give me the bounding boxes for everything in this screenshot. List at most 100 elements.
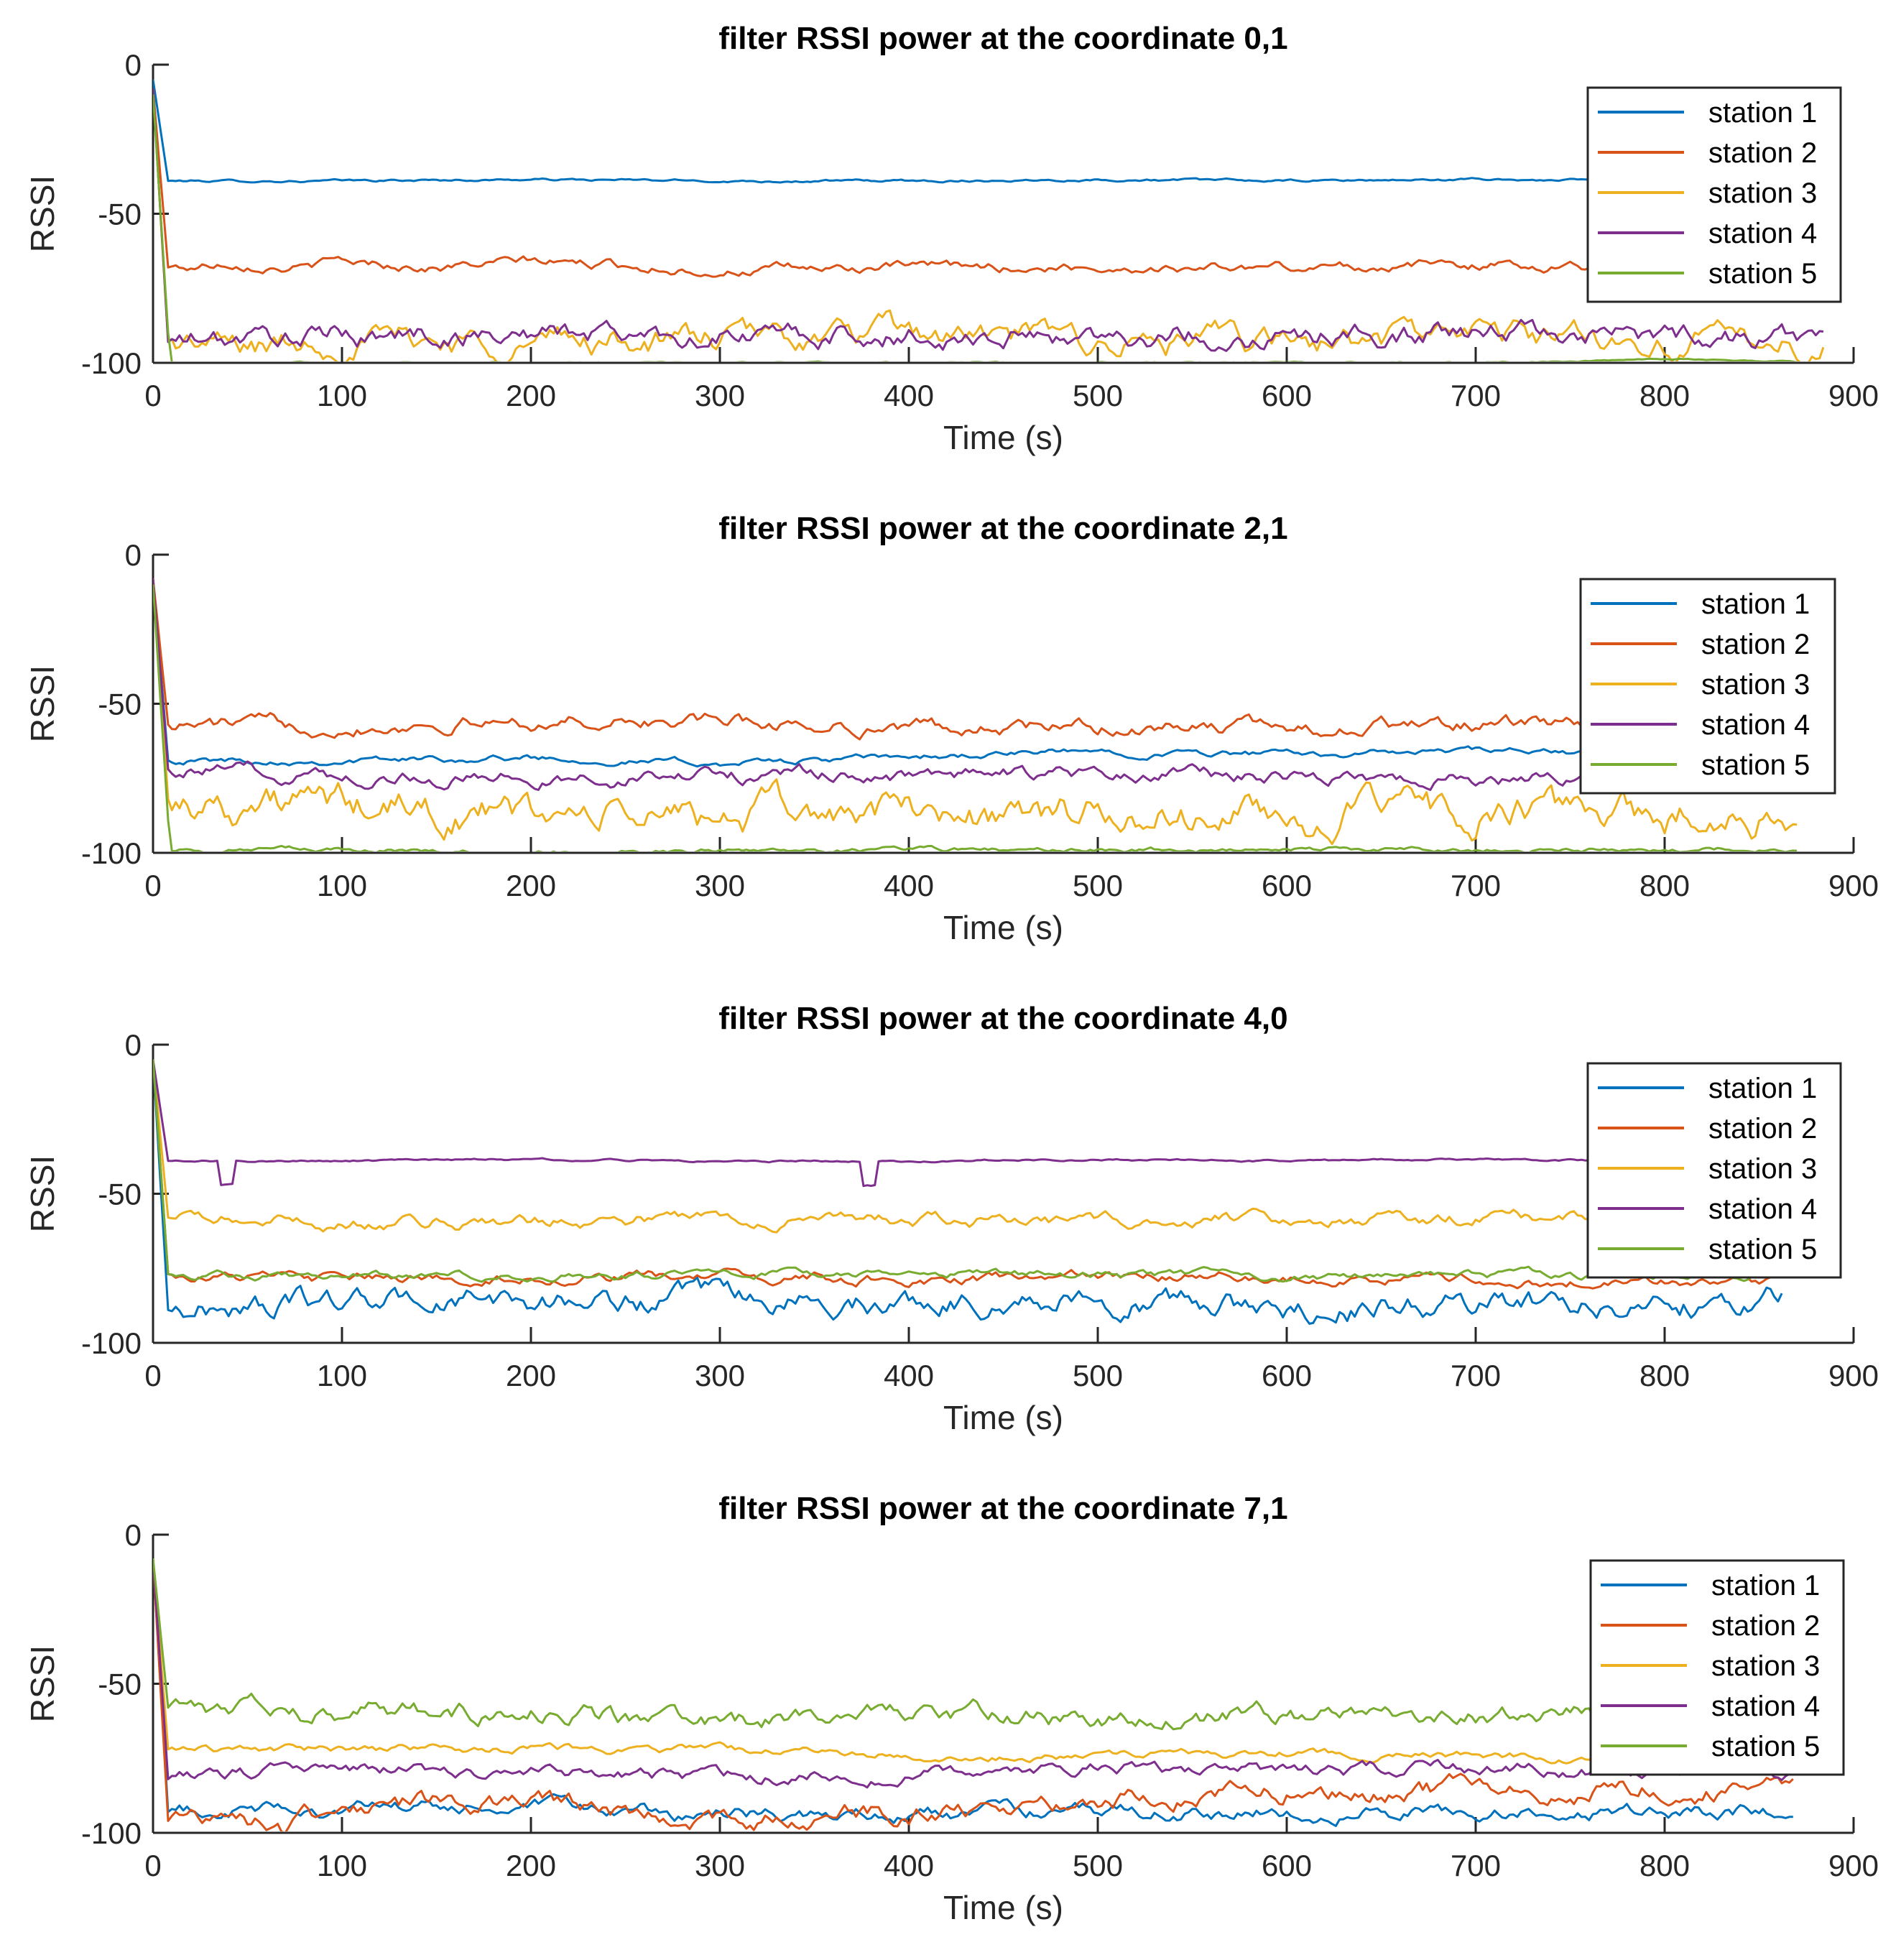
legend: station 1 station 2 station 3 station 4 stat… xyxy=(1586,86,1842,303)
x-tick-label: 200 xyxy=(506,1849,556,1882)
legend-label-station-1: station 1 xyxy=(1708,97,1817,129)
y-axis-label: RSSI xyxy=(24,175,61,252)
legend-label-station-5: station 5 xyxy=(1711,1731,1820,1762)
y-tick-label: 0 xyxy=(125,1028,142,1062)
x-axis-label: Time (s) xyxy=(943,1889,1063,1926)
chart-title: filter RSSI power at the coordinate 0,1 xyxy=(718,21,1287,56)
legend-box xyxy=(1586,86,1842,303)
legend-label-station-3: station 3 xyxy=(1708,1153,1817,1185)
x-tick-label: 500 xyxy=(1073,1849,1123,1882)
legend-box xyxy=(1579,578,1836,795)
plot-area xyxy=(153,1059,1783,1325)
x-tick-label: 700 xyxy=(1451,379,1501,412)
legend: station 1 station 2 station 3 station 4 stat… xyxy=(1579,578,1836,795)
x-tick-label: 900 xyxy=(1828,379,1879,412)
series-line-station-2 xyxy=(153,578,1798,741)
x-tick-label: 800 xyxy=(1639,379,1690,412)
chart-panel-4: filter RSSI power at the coordinate 7,1 0… xyxy=(24,1491,1879,1926)
x-tick-label: 500 xyxy=(1073,869,1123,902)
x-tick-label: 600 xyxy=(1262,1359,1312,1392)
legend-label-station-3: station 3 xyxy=(1711,1650,1820,1682)
x-tick-label: 900 xyxy=(1828,1849,1879,1882)
series-line-station-2 xyxy=(153,1558,1794,1831)
series-line-station-1 xyxy=(153,578,1798,768)
x-tick-label: 700 xyxy=(1451,1849,1501,1882)
legend-box xyxy=(1586,1062,1842,1279)
x-tick-label: 300 xyxy=(695,1849,745,1882)
x-tick-label: 600 xyxy=(1262,869,1312,902)
x-tick-label: 200 xyxy=(506,1359,556,1392)
legend-label-station-4: station 4 xyxy=(1701,709,1810,741)
y-tick-label: 0 xyxy=(125,1518,142,1552)
legend-label-station-5: station 5 xyxy=(1701,749,1810,781)
legend-label-station-1: station 1 xyxy=(1711,1570,1820,1601)
legend-label-station-2: station 2 xyxy=(1708,1113,1817,1145)
y-axis-label: RSSI xyxy=(24,1155,61,1232)
series-line-station-1 xyxy=(153,1558,1793,1827)
x-tick-label: 0 xyxy=(144,869,161,902)
x-tick-label: 800 xyxy=(1639,1849,1690,1882)
x-tick-label: 300 xyxy=(695,379,745,412)
series-line-station-4 xyxy=(153,88,1824,352)
y-tick-label: -50 xyxy=(98,688,142,721)
x-tick-label: 0 xyxy=(144,1359,161,1392)
x-tick-label: 400 xyxy=(884,1849,934,1882)
x-tick-label: 400 xyxy=(884,869,934,902)
series-line-station-2 xyxy=(153,88,1823,278)
x-tick-label: 400 xyxy=(884,1359,934,1392)
y-tick-label: 0 xyxy=(125,48,142,82)
legend: station 1 station 2 station 3 station 4 stat… xyxy=(1586,1062,1842,1279)
x-axis-label: Time (s) xyxy=(943,1399,1063,1436)
legend-label-station-4: station 4 xyxy=(1708,1193,1817,1225)
y-tick-label: -100 xyxy=(81,1816,142,1850)
series-line-station-3 xyxy=(153,1558,1793,1768)
x-tick-label: 800 xyxy=(1639,869,1690,902)
legend-label-station-2: station 2 xyxy=(1711,1610,1820,1642)
y-tick-label: -50 xyxy=(98,1178,142,1211)
legend: station 1 station 2 station 3 station 4 stat… xyxy=(1589,1559,1845,1776)
x-tick-label: 200 xyxy=(506,379,556,412)
legend-label-station-3: station 3 xyxy=(1701,669,1810,701)
x-tick-label: 400 xyxy=(884,379,934,412)
y-tick-label: -50 xyxy=(98,198,142,231)
x-tick-label: 100 xyxy=(317,1849,367,1882)
series-line-station-4 xyxy=(153,1059,1782,1188)
x-axis-label: Time (s) xyxy=(943,909,1063,946)
x-tick-label: 600 xyxy=(1262,1849,1312,1882)
series-line-station-2 xyxy=(153,1059,1782,1290)
chart-panel-2: filter RSSI power at the coordinate 2,1 0… xyxy=(24,511,1879,946)
series-line-station-4 xyxy=(153,1558,1794,1789)
legend-label-station-5: station 5 xyxy=(1708,1234,1817,1265)
x-tick-label: 0 xyxy=(144,1849,161,1882)
series-line-station-1 xyxy=(153,1059,1783,1325)
chart-title: filter RSSI power at the coordinate 2,1 xyxy=(718,511,1287,546)
series-line-station-5 xyxy=(153,584,1798,851)
legend-label-station-5: station 5 xyxy=(1708,258,1817,290)
x-tick-label: 0 xyxy=(144,379,161,412)
x-tick-label: 200 xyxy=(506,869,556,902)
legend-label-station-2: station 2 xyxy=(1701,629,1810,660)
x-tick-label: 100 xyxy=(317,869,367,902)
legend-label-station-4: station 4 xyxy=(1711,1691,1820,1722)
series-line-station-3 xyxy=(153,88,1825,361)
plot-area xyxy=(153,79,1825,361)
series-line-station-1 xyxy=(153,79,1824,184)
legend-label-station-1: station 1 xyxy=(1708,1073,1817,1104)
y-axis-label: RSSI xyxy=(24,1645,61,1722)
x-tick-label: 100 xyxy=(317,1359,367,1392)
series-line-station-5 xyxy=(153,1558,1793,1741)
chart-panel-3: filter RSSI power at the coordinate 4,0 0… xyxy=(24,1001,1879,1436)
plot-area xyxy=(153,578,1798,851)
chart-panel-1: filter RSSI power at the coordinate 0,1 0… xyxy=(24,21,1879,456)
x-tick-label: 500 xyxy=(1073,1359,1123,1392)
x-tick-label: 300 xyxy=(695,869,745,902)
y-tick-label: 0 xyxy=(125,538,142,572)
x-tick-label: 100 xyxy=(317,379,367,412)
x-tick-label: 500 xyxy=(1073,379,1123,412)
x-tick-label: 800 xyxy=(1639,1359,1690,1392)
x-tick-label: 700 xyxy=(1451,1359,1501,1392)
x-axis-label: Time (s) xyxy=(943,419,1063,456)
plot-area xyxy=(153,1558,1794,1831)
